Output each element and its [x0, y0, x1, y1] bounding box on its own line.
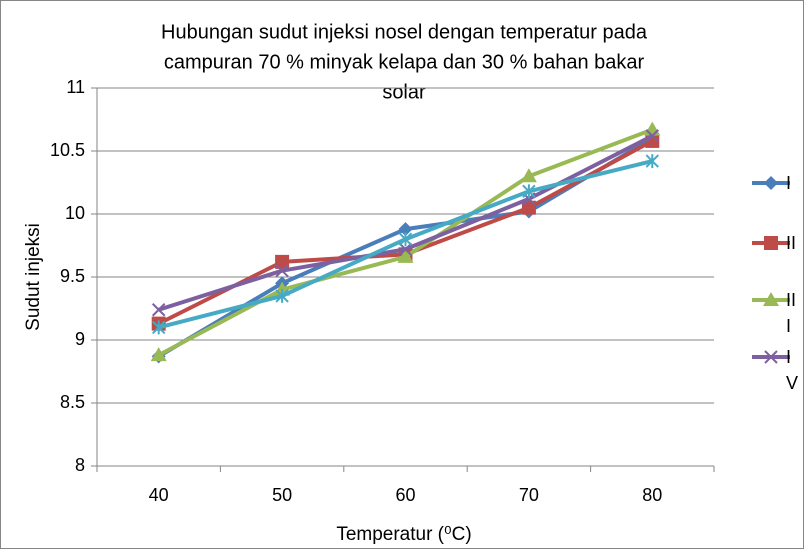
marker — [275, 254, 290, 269]
marker — [764, 236, 778, 250]
y-tick-label: 9.5 — [60, 266, 85, 286]
y-tick-label: 10.5 — [50, 140, 85, 160]
y-axis-label: Sudut injeksi — [23, 223, 44, 331]
marker — [398, 242, 413, 256]
chart-title: solar — [382, 81, 426, 103]
marker — [397, 248, 414, 263]
marker — [764, 176, 778, 190]
marker — [520, 168, 537, 183]
x-tick-label: 60 — [395, 485, 415, 505]
marker — [275, 288, 289, 303]
marker — [521, 200, 536, 215]
marker — [763, 292, 779, 306]
x-tick-label: 70 — [519, 485, 539, 505]
marker — [645, 154, 660, 169]
marker — [645, 129, 660, 143]
legend-label: II — [786, 233, 797, 253]
y-tick-label: 8 — [75, 455, 85, 475]
marker — [151, 303, 166, 317]
y-tick-label: 8.5 — [60, 392, 85, 412]
marker — [150, 347, 167, 362]
marker — [151, 320, 166, 335]
x-tick-label: 50 — [272, 485, 292, 505]
marker — [398, 222, 413, 237]
y-tick-label: 9 — [75, 329, 85, 349]
marker — [764, 350, 778, 364]
y-tick-label: 11 — [66, 77, 85, 97]
chart-title: campuran 70 % minyak kelapa dan 30 % bah… — [164, 51, 645, 73]
marker — [522, 184, 536, 199]
x-tick-label: 80 — [642, 485, 662, 505]
chart-title: Hubungan sudut injeksi nosel dengan temp… — [161, 21, 648, 43]
marker — [275, 263, 289, 278]
legend-label: III — [786, 290, 797, 336]
y-tick-label: 10 — [65, 203, 85, 223]
legend-label: IV — [786, 347, 799, 393]
marker — [398, 232, 413, 247]
legend-label: I — [786, 173, 792, 193]
x-tick-label: 40 — [149, 485, 169, 505]
x-axis-label: Temperatur (⁰C) — [336, 524, 471, 545]
